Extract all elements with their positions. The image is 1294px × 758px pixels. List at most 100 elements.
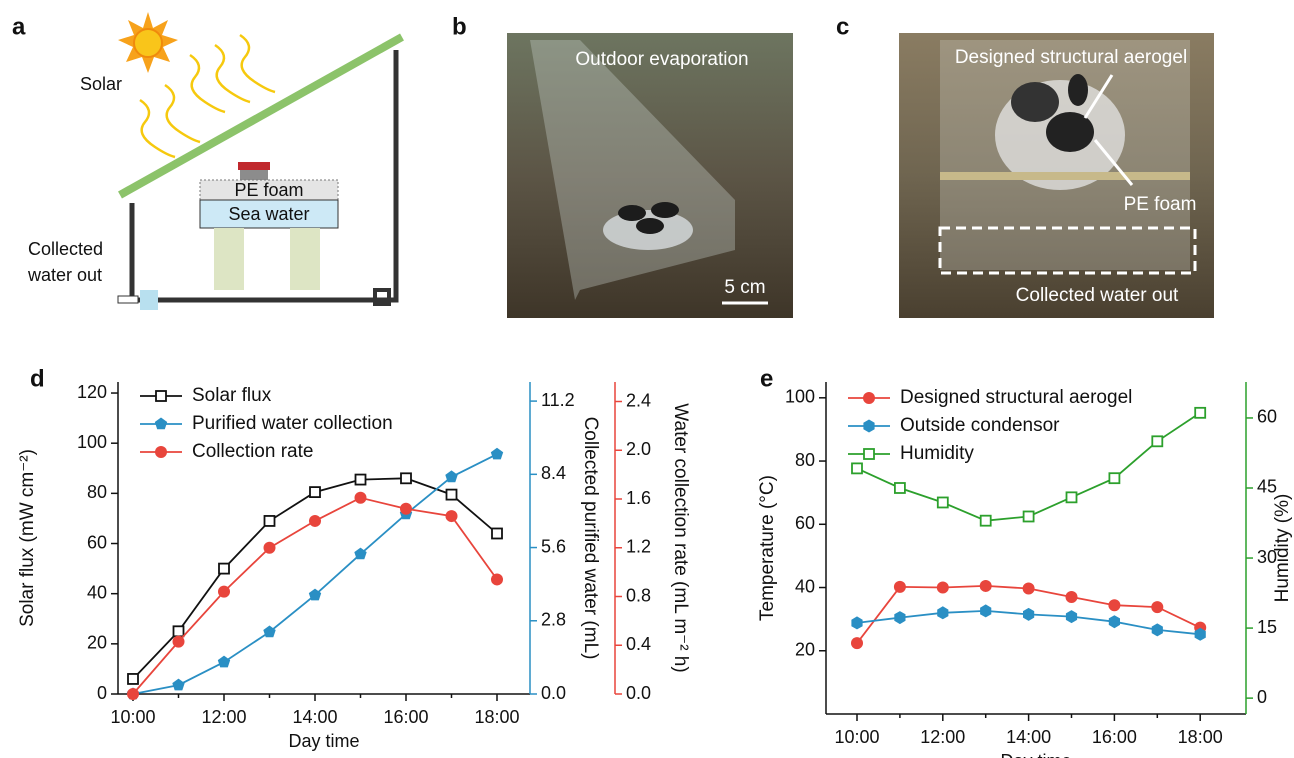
x-axis-label: Day time bbox=[288, 731, 359, 751]
point bbox=[354, 547, 367, 560]
panel-label: b bbox=[452, 13, 467, 40]
point bbox=[172, 678, 185, 691]
point bbox=[1108, 599, 1121, 612]
y2-tick-label: 15 bbox=[1257, 617, 1277, 637]
y2-tick-label: 11.2 bbox=[541, 390, 575, 410]
legend-marker bbox=[863, 448, 875, 460]
y3-tick-label: 0.8 bbox=[626, 585, 651, 605]
y-tick-label: 20 bbox=[87, 633, 107, 653]
roof bbox=[118, 33, 404, 199]
leg bbox=[290, 228, 320, 290]
panel-c: c Designed structural aerogel PE foam Co… bbox=[836, 13, 1214, 318]
panel-a: a Solar PE foam Sea water Collected wate… bbox=[12, 12, 404, 310]
point bbox=[979, 514, 992, 527]
y2-tick-label: 45 bbox=[1257, 477, 1277, 497]
point bbox=[400, 502, 412, 515]
y-tick-label: 20 bbox=[795, 640, 815, 660]
point bbox=[445, 488, 458, 501]
legend-marker bbox=[863, 419, 875, 433]
y3-tick-label: 2.4 bbox=[626, 390, 651, 410]
legend-label: Humidity bbox=[900, 443, 974, 464]
panel-label: e bbox=[760, 365, 773, 392]
walls bbox=[129, 50, 399, 303]
point bbox=[1151, 623, 1163, 637]
y-axis-label: Solar flux (mW cm⁻²) bbox=[17, 449, 38, 627]
point bbox=[851, 462, 863, 475]
legend-label: Purified water collection bbox=[192, 413, 393, 434]
point bbox=[893, 580, 906, 593]
pe-foam bbox=[199, 179, 339, 201]
y2-tick-label: 30 bbox=[1257, 547, 1277, 567]
point bbox=[1108, 615, 1120, 629]
point bbox=[309, 486, 321, 499]
collected-label: Collected bbox=[28, 239, 103, 259]
y-axis-label: Temperature (°C) bbox=[757, 475, 778, 621]
y2-axis-label: Collected purified water (mL) bbox=[580, 417, 601, 660]
point bbox=[217, 655, 231, 668]
disc bbox=[1046, 112, 1094, 152]
x-tick-label: 18:00 bbox=[474, 707, 519, 727]
disc bbox=[651, 202, 679, 218]
photo-caption: PE foam bbox=[1124, 194, 1197, 215]
pe-foam-label: PE foam bbox=[234, 180, 303, 200]
y-tick-label: 80 bbox=[87, 482, 107, 502]
y-tick-label: 100 bbox=[785, 387, 815, 407]
panel-label: a bbox=[12, 13, 26, 40]
photo-caption: Collected water out bbox=[1016, 285, 1179, 306]
point bbox=[894, 482, 906, 494]
y-tick-label: 40 bbox=[87, 582, 107, 602]
y3-tick-label: 0.0 bbox=[626, 683, 651, 703]
point bbox=[1108, 472, 1121, 485]
point bbox=[1022, 582, 1035, 595]
point bbox=[936, 496, 949, 509]
point bbox=[263, 515, 276, 527]
point bbox=[1151, 601, 1164, 614]
y2-tick-label: 8.4 bbox=[541, 463, 566, 483]
legend-marker bbox=[863, 392, 875, 404]
y3-axis-label: Water collection rate (mL m⁻² h) bbox=[670, 403, 691, 672]
y-tick-label: 60 bbox=[795, 513, 815, 533]
y-tick-label: 60 bbox=[87, 532, 107, 552]
point bbox=[1194, 406, 1207, 419]
series-line bbox=[132, 477, 498, 680]
leg bbox=[214, 228, 244, 290]
disc bbox=[618, 205, 646, 221]
y3-tick-label: 0.4 bbox=[626, 634, 651, 654]
point bbox=[172, 625, 185, 638]
point bbox=[1151, 435, 1164, 448]
point bbox=[172, 635, 185, 648]
photo-caption: Designed structural aerogel bbox=[955, 47, 1187, 68]
aerogel-base bbox=[240, 170, 268, 180]
point bbox=[894, 611, 906, 625]
point bbox=[1065, 610, 1078, 624]
point bbox=[400, 472, 412, 485]
point bbox=[354, 491, 367, 504]
x-tick-label: 10:00 bbox=[834, 727, 879, 747]
x-axis-label: Day time bbox=[1000, 751, 1071, 758]
outlet bbox=[117, 295, 139, 304]
point bbox=[354, 473, 367, 486]
point bbox=[308, 588, 322, 601]
disc bbox=[1011, 82, 1059, 122]
point bbox=[263, 625, 276, 638]
y3-tick-label: 1.6 bbox=[626, 488, 651, 508]
point bbox=[309, 514, 321, 527]
panel-b: b Outdoor evaporation 5 cm bbox=[452, 13, 793, 318]
outlet-box bbox=[938, 226, 1197, 275]
legend-marker bbox=[155, 390, 167, 402]
point bbox=[851, 637, 863, 650]
point bbox=[491, 573, 503, 586]
photo bbox=[507, 33, 793, 318]
point bbox=[218, 562, 230, 575]
y-tick-label: 40 bbox=[795, 576, 815, 596]
x-tick-label: 16:00 bbox=[1092, 727, 1137, 747]
panel-label: d bbox=[30, 365, 45, 392]
y-tick-label: 120 bbox=[77, 382, 107, 402]
foam-edge bbox=[940, 172, 1190, 180]
disc bbox=[1068, 74, 1088, 106]
x-tick-label: 18:00 bbox=[1178, 727, 1223, 747]
x-tick-label: 10:00 bbox=[110, 707, 155, 727]
point bbox=[851, 616, 863, 630]
point bbox=[1065, 591, 1078, 604]
charts: d 10:00 12:00 14:00 16:00 18:00 Day time 0 20 40 6… bbox=[17, 365, 1293, 758]
